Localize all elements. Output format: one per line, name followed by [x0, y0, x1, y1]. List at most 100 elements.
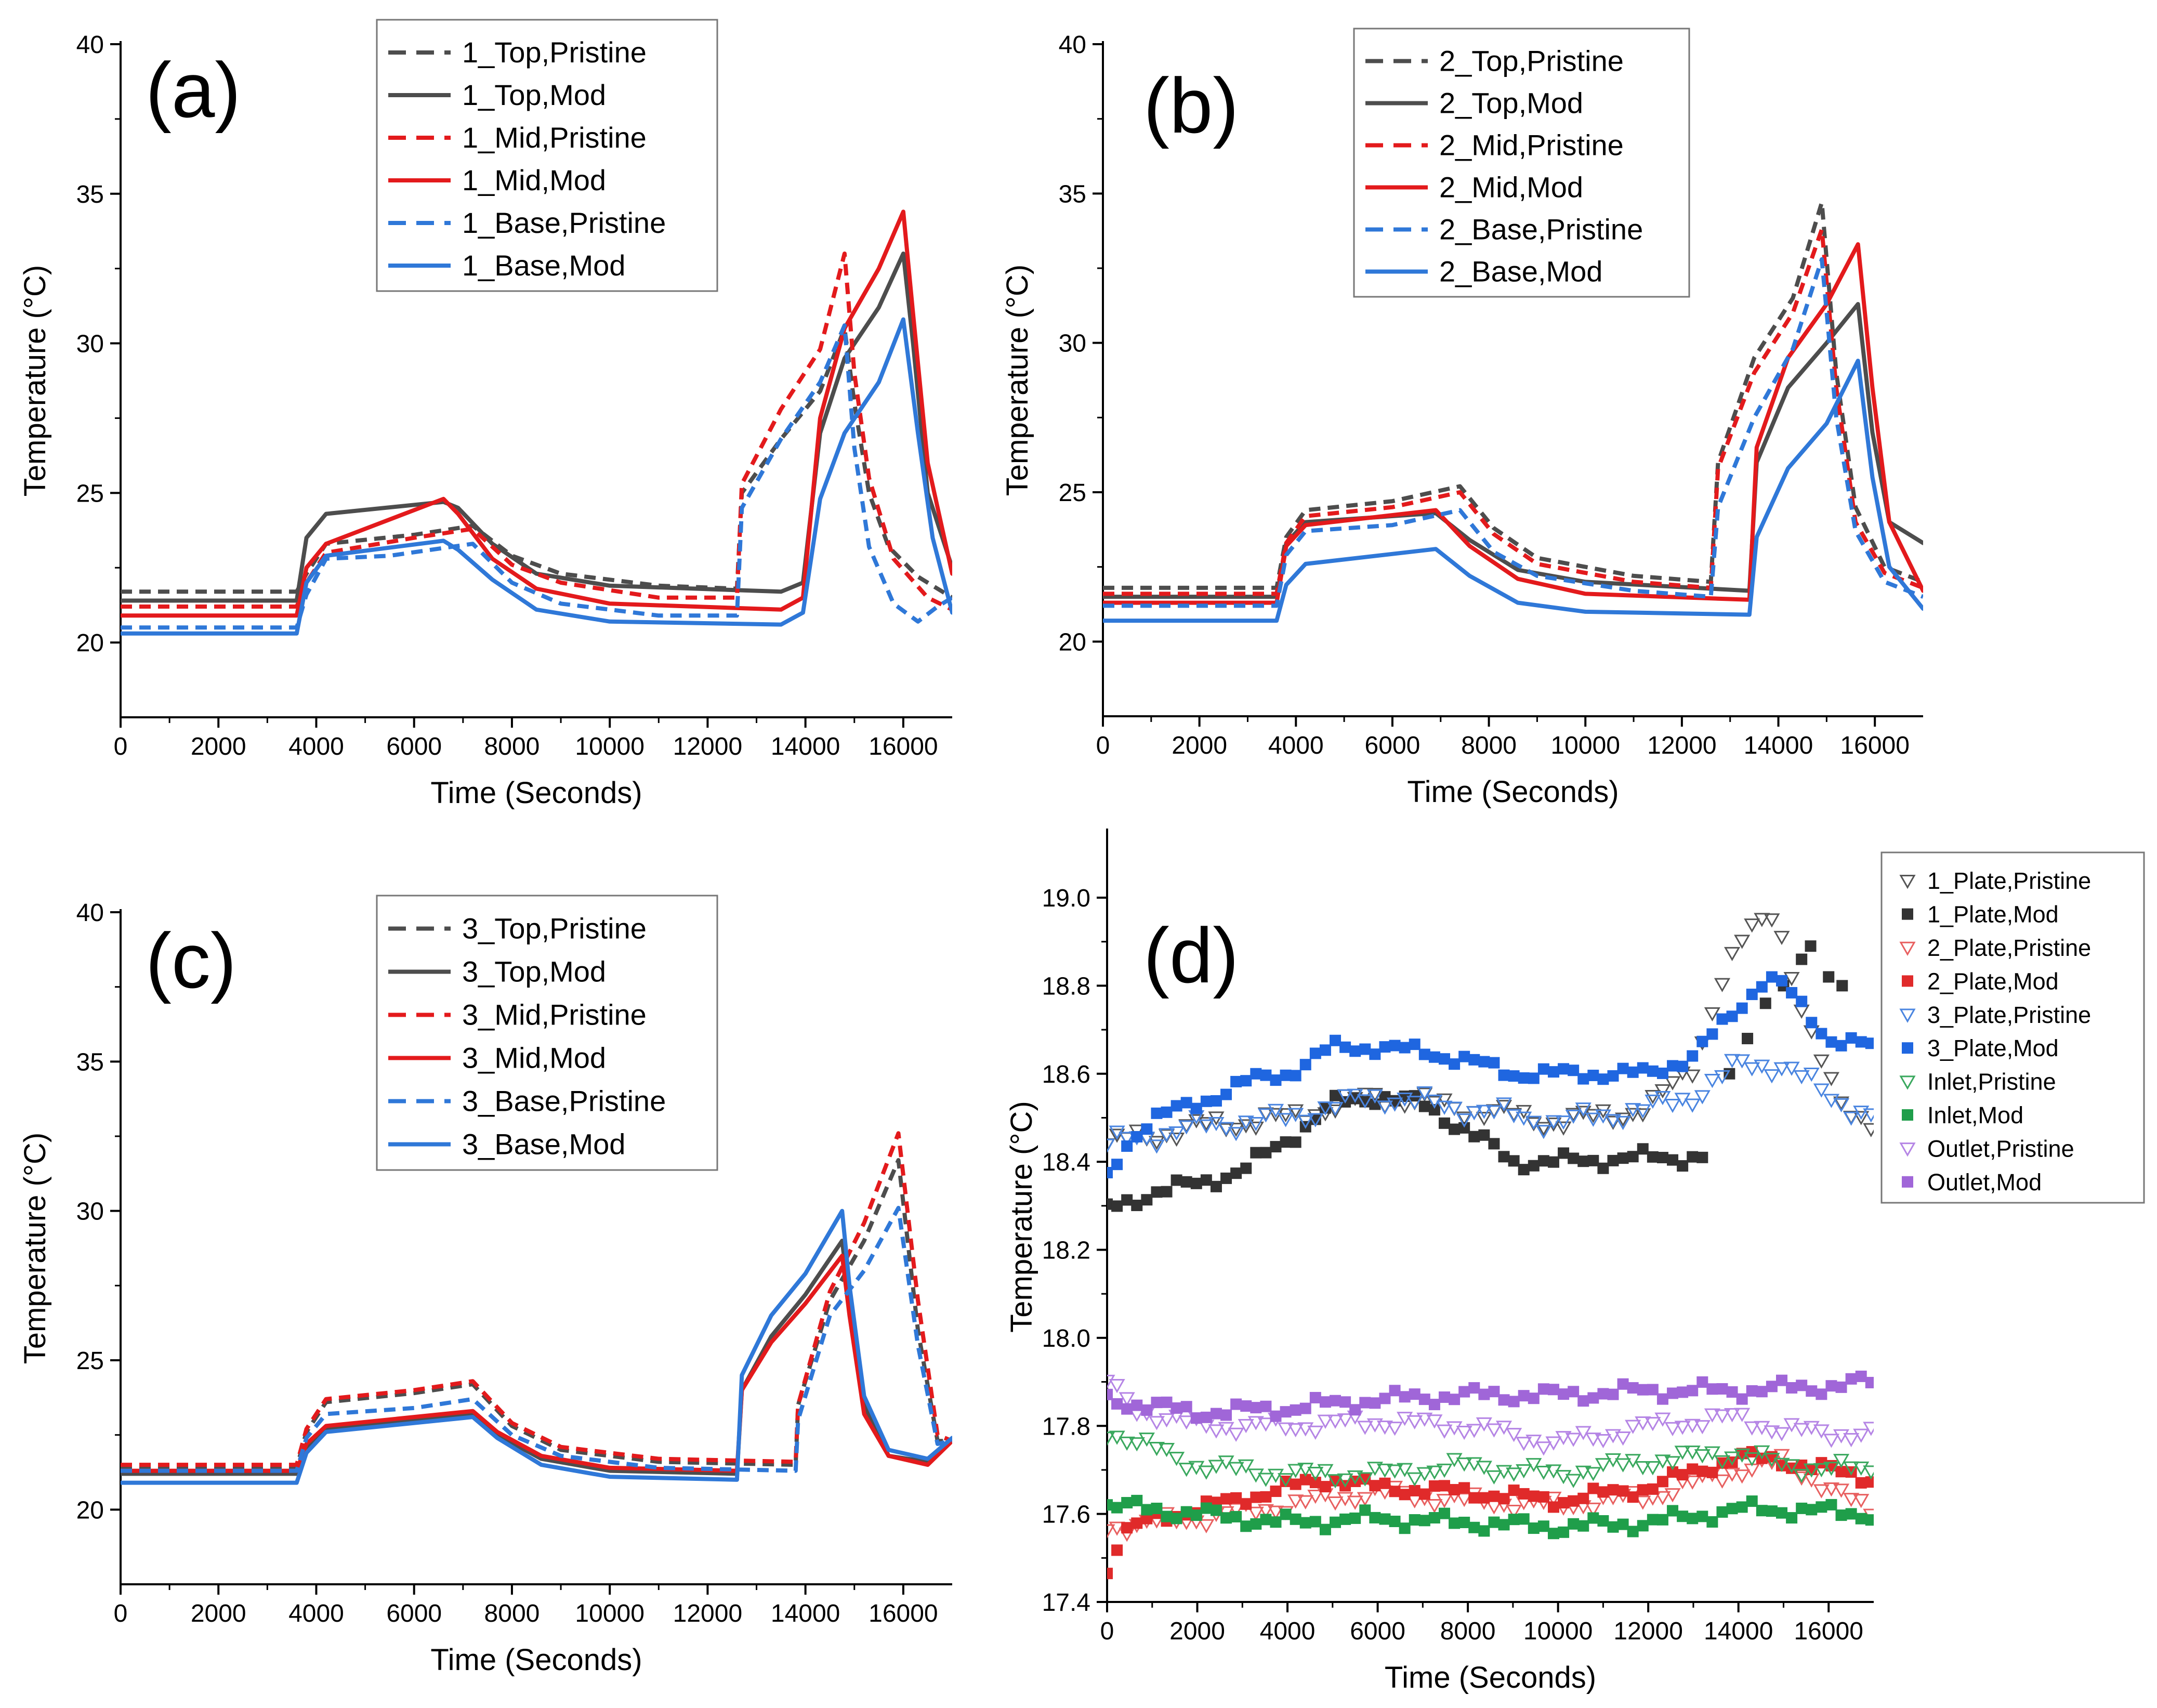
data-point — [1180, 1097, 1192, 1109]
data-point — [1508, 1155, 1520, 1167]
data-point — [1406, 1096, 1423, 1110]
data-point — [1724, 1054, 1741, 1069]
data-point — [1119, 1436, 1135, 1451]
data-point — [1813, 1083, 1830, 1098]
legend-entry: 2_Base,Pristine — [1439, 213, 1643, 246]
x-axis-label: Time (Seconds) — [430, 776, 642, 810]
series-Inlet,Pristine — [1107, 1430, 1874, 1489]
data-point — [1744, 918, 1760, 933]
data-point — [1416, 1467, 1433, 1481]
data-point — [1210, 1504, 1222, 1516]
data-point — [1456, 1111, 1472, 1126]
legend-entry: 2_Top,Mod — [1439, 87, 1583, 120]
data-point — [1337, 1492, 1353, 1506]
data-point — [1409, 1039, 1421, 1050]
data-point — [1339, 1041, 1351, 1053]
data-point — [1330, 1395, 1341, 1407]
data-point — [1458, 1050, 1470, 1062]
data-point — [1565, 1433, 1582, 1447]
x-tick-label: 12000 — [1647, 732, 1716, 759]
data-point — [1478, 1129, 1490, 1141]
data-point — [1647, 1151, 1659, 1163]
data-point — [1290, 1404, 1301, 1416]
data-point — [1835, 1466, 1847, 1478]
x-tick-label: 0 — [1100, 1618, 1114, 1645]
data-point — [1547, 1066, 1559, 1078]
data-point — [1587, 1392, 1599, 1404]
data-point — [1537, 1063, 1549, 1075]
data-point — [1418, 1100, 1430, 1112]
data-point — [1327, 1104, 1344, 1119]
data-point — [1200, 1095, 1212, 1107]
data-point — [1773, 1062, 1790, 1076]
data-point — [1220, 1172, 1232, 1184]
data-point — [1366, 1089, 1383, 1104]
x-tick-label: 0 — [1096, 732, 1110, 759]
data-point — [1406, 1415, 1423, 1430]
legend-entry: 3_Top,Mod — [462, 955, 606, 988]
data-point — [1607, 1070, 1619, 1082]
data-point — [1615, 1431, 1632, 1446]
data-point — [1744, 1452, 1760, 1467]
data-point — [1260, 1069, 1272, 1081]
data-point — [1756, 1505, 1768, 1517]
data-point — [1565, 1108, 1582, 1122]
data-point — [1369, 1048, 1381, 1060]
legend-entry: 1_Plate,Mod — [1927, 901, 2059, 928]
data-point — [1714, 1070, 1731, 1085]
data-point — [1565, 1109, 1582, 1124]
data-point — [1667, 1387, 1679, 1399]
data-point — [1535, 1122, 1552, 1136]
data-point — [1595, 1434, 1611, 1449]
x-tick-label: 12000 — [673, 733, 742, 760]
data-point — [1604, 1115, 1622, 1130]
data-point — [1734, 1448, 1751, 1463]
data-point — [1418, 1394, 1430, 1405]
data-point — [1783, 1418, 1800, 1433]
data-point — [1240, 1400, 1252, 1412]
series-line-1_Top,Mod — [121, 251, 952, 603]
data-point — [1823, 1434, 1840, 1448]
data-point — [1865, 1037, 1874, 1049]
data-point — [1607, 1521, 1619, 1533]
data-point — [1736, 1501, 1748, 1513]
data-point — [1389, 1385, 1401, 1397]
data-point — [1694, 1420, 1711, 1435]
data-point — [1813, 1463, 1830, 1478]
data-point — [1558, 1388, 1570, 1400]
data-point — [1168, 1452, 1185, 1466]
data-point — [1615, 1458, 1632, 1473]
y-tick-label: 18.2 — [1042, 1237, 1090, 1265]
data-point — [1597, 1486, 1609, 1498]
y-tick-label: 40 — [76, 31, 104, 59]
x-tick-label: 4000 — [288, 733, 344, 760]
data-point — [1863, 1465, 1874, 1480]
data-point — [1485, 1105, 1503, 1120]
x-tick-label: 10000 — [1550, 732, 1620, 759]
y-tick-label: 30 — [1059, 330, 1086, 358]
data-point — [1151, 1502, 1163, 1514]
data-point — [1376, 1463, 1393, 1478]
legend-swatch — [1899, 1142, 1916, 1157]
legend-entry: 1_Mid,Pristine — [462, 121, 647, 154]
data-point — [1734, 935, 1751, 949]
data-point — [1488, 1386, 1500, 1398]
data-point — [1230, 1075, 1242, 1087]
data-point — [1495, 1421, 1512, 1435]
data-point — [1280, 1136, 1292, 1148]
data-point — [1863, 1123, 1874, 1137]
data-point — [1568, 1518, 1580, 1530]
data-point — [1816, 1388, 1827, 1400]
data-point — [1168, 1126, 1185, 1141]
data-point — [1327, 1414, 1344, 1429]
x-tick-label: 4000 — [1260, 1618, 1316, 1645]
data-point — [1148, 1136, 1165, 1150]
data-point — [1247, 1121, 1264, 1136]
panel-a: 0 2000 4000 6000 8000 10000 12000 14000 16000 20 2… — [18, 19, 952, 810]
data-point — [1637, 1143, 1649, 1155]
data-point — [1506, 1428, 1522, 1442]
data-point — [1317, 1101, 1334, 1116]
data-point — [1230, 1492, 1242, 1504]
data-point — [1180, 1176, 1192, 1188]
legend-entry: Outlet,Mod — [1927, 1169, 2042, 1195]
